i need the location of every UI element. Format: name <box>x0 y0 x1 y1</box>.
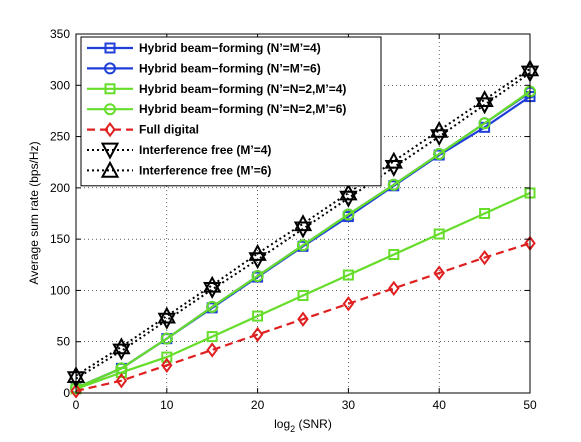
series-7 <box>66 59 540 383</box>
triangle-up-marker <box>203 275 222 293</box>
series-line <box>75 242 531 393</box>
triangle-up-marker <box>384 151 403 169</box>
circle-marker <box>206 300 219 313</box>
y-tick-label: 200 <box>50 181 70 195</box>
series-layer <box>66 59 540 399</box>
diamond-marker <box>70 383 82 399</box>
triangle-up-marker <box>293 214 313 232</box>
triangle-down-marker <box>100 142 120 160</box>
circle-marker <box>342 208 355 221</box>
diamond-marker <box>115 373 128 389</box>
x-tick-label: 30 <box>342 398 356 412</box>
legend-item: Interference free (M’=4) <box>87 142 271 160</box>
triangle-up-marker <box>430 120 449 138</box>
series-4 <box>70 85 536 394</box>
square-marker <box>342 269 354 281</box>
legend-label: Hybrid beam−forming (N’=M’=6) <box>139 61 321 75</box>
circle-marker <box>387 178 400 191</box>
circle-marker <box>251 270 264 283</box>
x-axis-label-main: log <box>274 417 290 431</box>
circle-marker <box>478 117 491 130</box>
square-marker <box>161 351 173 363</box>
diamond-marker <box>388 280 400 297</box>
y-tick-label: 0 <box>63 386 70 400</box>
square-marker <box>252 310 264 322</box>
diamond-marker <box>161 357 173 373</box>
square-marker <box>479 208 491 219</box>
circle-marker <box>104 62 116 75</box>
square-marker <box>206 331 218 343</box>
y-tick-label: 50 <box>57 335 71 349</box>
x-axis-label: log2 (SNR) <box>274 417 332 434</box>
legend-label: Hybrid beam−forming (N’=M’=4) <box>139 41 321 55</box>
triangle-up-marker <box>339 183 358 201</box>
circle-marker <box>297 239 309 252</box>
x-tick-label: 0 <box>73 398 80 412</box>
legend-label: Hybrid beam−forming (N’=N=2,M’=4) <box>139 82 346 96</box>
square-marker <box>297 290 309 302</box>
legend-box <box>80 36 382 187</box>
x-tick-label: 50 <box>523 398 537 412</box>
diamond-marker <box>251 326 264 343</box>
legend: Hybrid beam−forming (N’=M’=4) Hybrid beam… <box>80 36 382 187</box>
triangle-down-marker <box>157 312 176 330</box>
x-tick-label: 40 <box>433 398 447 412</box>
diamond-marker <box>206 342 218 358</box>
diamond-marker <box>342 296 355 312</box>
diamond-marker <box>297 311 309 327</box>
diamond-marker <box>478 249 491 266</box>
triangle-up-marker <box>475 90 494 108</box>
circle-marker <box>104 103 116 116</box>
x-axis-label-rest: (SNR) <box>295 417 332 431</box>
diamond-marker <box>433 265 445 281</box>
y-tick-label: 300 <box>50 78 70 92</box>
legend-label: Interference free (M’=6) <box>139 163 271 177</box>
square-marker <box>104 42 116 54</box>
legend-label: Interference free (M’=4) <box>139 143 271 157</box>
triangle-up-marker <box>248 243 267 261</box>
series-line <box>75 191 531 390</box>
circle-marker <box>160 332 173 345</box>
diamond-marker <box>104 121 116 138</box>
y-tick-label: 100 <box>50 283 70 297</box>
square-marker <box>433 228 445 240</box>
x-tick-label: 20 <box>251 398 265 412</box>
triangle-up-marker <box>100 160 120 178</box>
legend-label: Full digital <box>139 123 199 137</box>
legend-item: Hybrid beam−forming (N’=M’=6) <box>87 61 321 75</box>
x-axis-label-subscript: 2 <box>290 424 295 434</box>
square-marker <box>388 249 400 261</box>
axis-ticks: 0 10 20 30 40 50 0 50 100 150 200 250 300 350 <box>50 27 537 412</box>
series-line <box>75 68 531 377</box>
x-tick-label: 10 <box>160 398 174 412</box>
y-axis-label: Average sum rate (bps/Hz) <box>27 141 41 284</box>
series-line <box>75 72 531 380</box>
legend-item: Full digital <box>87 121 199 138</box>
series-line <box>75 90 531 389</box>
square-marker <box>104 83 116 95</box>
triangle-up-marker <box>157 306 176 324</box>
legend-item: Hybrid beam−forming (N’=M’=4) <box>87 41 321 55</box>
triangle-down-marker <box>112 343 131 361</box>
triangle-down-marker <box>203 282 222 300</box>
plot-frame <box>75 33 531 394</box>
legend-item: Hybrid beam−forming (N’=N=2,M’=4) <box>87 82 346 96</box>
y-tick-label: 150 <box>50 232 70 246</box>
circle-marker <box>433 148 446 161</box>
legend-label: Hybrid beam−forming (N’=N=2,M’=6) <box>139 102 346 116</box>
y-tick-label: 350 <box>50 27 70 41</box>
triangle-up-marker <box>112 337 131 355</box>
legend-item: Hybrid beam−forming (N’=N=2,M’=6) <box>87 102 346 116</box>
legend-item: Interference free (M’=6) <box>87 160 271 178</box>
y-tick-label: 250 <box>50 130 70 144</box>
